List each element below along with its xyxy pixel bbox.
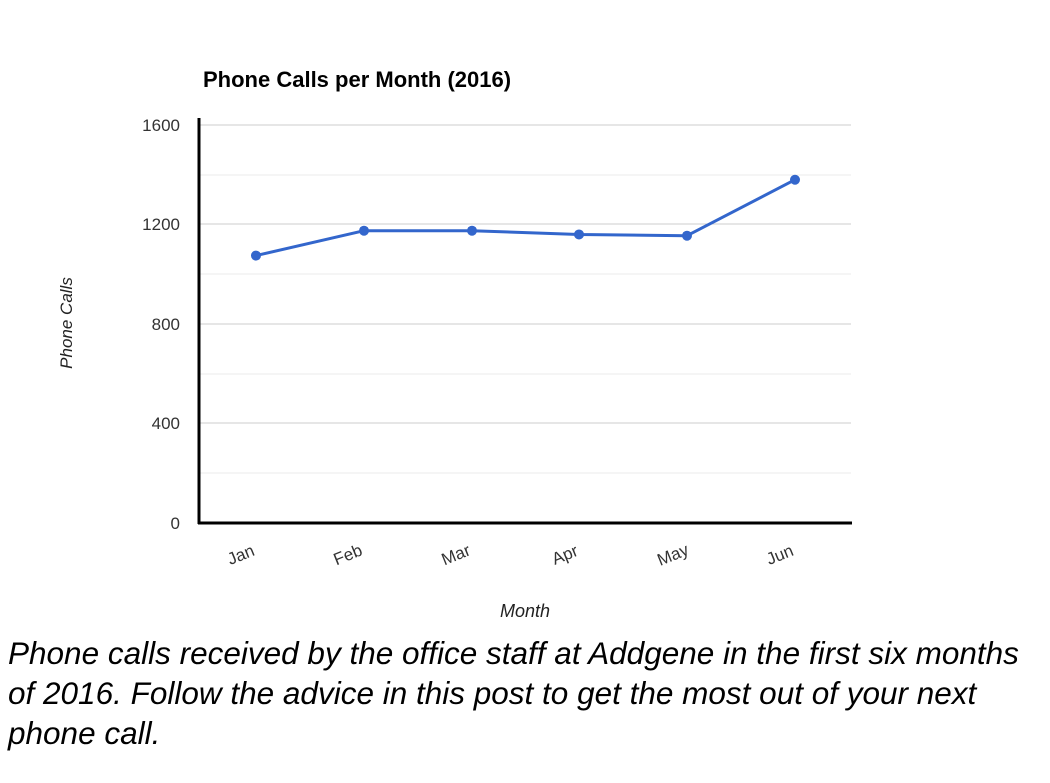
x-tick-label: Jun <box>764 541 797 569</box>
y-tick-label: 1200 <box>142 215 180 234</box>
y-tick-label: 800 <box>152 315 180 334</box>
x-tick-label: Apr <box>549 541 581 569</box>
y-tick-label: 0 <box>171 514 180 533</box>
data-point <box>790 174 800 185</box>
y-tick-label: 1600 <box>142 116 180 135</box>
y-axis-label: Phone Calls <box>57 277 76 369</box>
data-point <box>251 250 261 261</box>
x-tick-label: Jan <box>225 541 258 569</box>
data-point <box>574 229 584 240</box>
y-tick-labels: 1600 1200 800 400 0 <box>142 116 180 533</box>
x-tick-label: Feb <box>331 541 365 570</box>
x-tick-label: May <box>654 540 691 570</box>
chart-title: Phone Calls per Month (2016) <box>203 67 511 92</box>
x-tick-label: Mar <box>439 540 474 569</box>
x-axis-label: Month <box>500 601 550 621</box>
series-line <box>251 174 800 261</box>
data-point <box>682 230 692 241</box>
gridlines <box>199 124 851 474</box>
x-tick-labels: Jan Feb Mar Apr May Jun <box>225 540 797 570</box>
y-tick-label: 400 <box>152 414 180 433</box>
series-polyline <box>255 178 796 258</box>
data-point <box>467 225 477 236</box>
line-chart: Phone Calls per Month (2016) 1600 1200 8… <box>57 67 852 621</box>
figure-caption: Phone calls received by the office staff… <box>8 635 1019 751</box>
data-point <box>359 225 369 236</box>
